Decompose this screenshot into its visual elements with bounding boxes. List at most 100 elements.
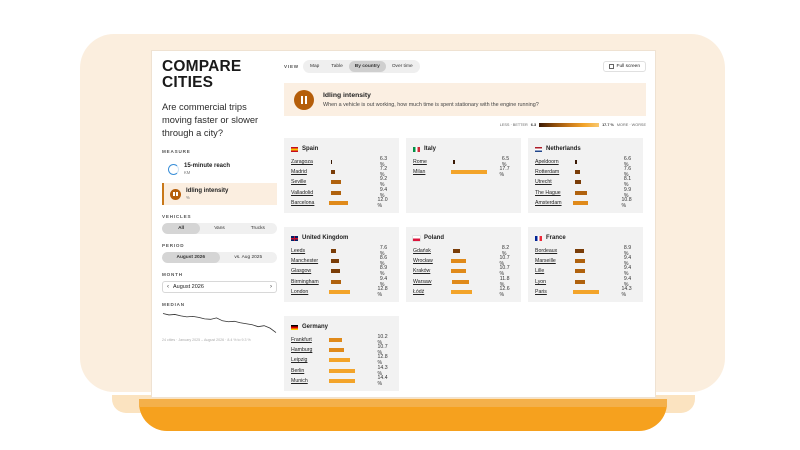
chevron-left-icon[interactable]: ‹ [167,284,169,290]
city-link[interactable]: Leipzig [291,357,308,364]
city-value: 11.8 % [499,275,510,288]
bar-track [452,249,502,254]
country-card-header: France [535,234,637,242]
country-card: France Bordeaux 8.9 % Marseille 9.4 % Lille 9.… [528,227,643,302]
bar-track [573,289,621,294]
vehicles-segmented-control: All Vans Trucks [162,223,277,234]
view-tabs: Map Table By country Over time [302,59,420,73]
tab-by-country[interactable]: By country [348,60,386,72]
bar-track [451,170,499,175]
city-link[interactable]: Paris [535,288,547,295]
city-link[interactable]: Milan [413,169,426,176]
period-option-current[interactable]: August 2026 [162,252,220,263]
city-row: Łódź 12.6 % [413,286,515,298]
country-card-header: Germany [291,323,393,331]
city-link[interactable]: Madrid [291,169,307,176]
pause-icon [170,188,181,200]
city-link[interactable]: Frankfurt [291,337,312,344]
city-value: 7.6 % [379,245,388,258]
city-link[interactable]: Barcelona [291,199,315,206]
city-link[interactable]: Lille [535,268,545,275]
pause-icon [294,89,314,110]
info-title: Idling intensity [323,91,371,99]
measure-option-15-minute-reach[interactable]: 15-minute reach KM [162,158,277,180]
city-value: 10.2 % [377,334,388,347]
bar-track [574,180,624,185]
city-row: Rotterdam 7.6 % [535,166,637,178]
month-select[interactable]: ‹ August 2026 › [162,281,277,293]
city-link[interactable]: Marseille [535,258,556,265]
city-row: Madrid 7.2 % [291,166,393,178]
tab-map[interactable]: Map [309,63,320,69]
measure-unit: KM [184,169,191,175]
city-link[interactable]: Apeldoorn [535,159,559,166]
city-link[interactable]: Amsterdam [535,199,562,206]
chevron-right-icon[interactable]: › [270,284,272,290]
city-row: Hamburg 10.7 % [291,344,393,356]
page-title: COMPARE CITIES [162,59,277,91]
city-link[interactable]: Glasgow [291,268,312,275]
city-link[interactable]: Warsaw [413,278,432,285]
measure-option-idling-intensity[interactable]: Idling intensity % [162,183,277,205]
legend-gradient [539,123,600,127]
city-link[interactable]: Utrecht [535,179,552,186]
vehicles-option-vans[interactable]: Vans [214,226,225,231]
city-link[interactable]: Bordeaux [535,248,558,255]
city-link[interactable]: Zaragoza [291,159,313,166]
measure-info-banner: Idling intensity When a vehicle is out w… [284,83,646,116]
city-link[interactable]: Manchester [291,258,319,265]
country-name: Netherlands [546,146,581,152]
vehicles-option-all[interactable]: All [162,223,201,234]
value-bar [574,259,586,264]
city-list: Apeldoorn 6.6 % Rotterdam 7.6 % Utrecht 8.1 %… [535,156,637,209]
color-legend: LESS · BETTER 6.3 17.7 % MORE · WORSE [284,122,646,128]
flag-icon [291,146,298,152]
city-value: 9.4 % [623,265,632,278]
value-bar [329,348,344,353]
value-bar [573,289,599,294]
city-link[interactable]: Berlin [291,367,305,374]
bar-track [574,170,624,175]
month-label: MONTH [162,272,183,277]
city-link[interactable]: Hamburg [291,347,313,354]
city-row: Bordeaux 8.9 % [535,245,637,258]
city-value: 9.4 % [623,255,632,268]
city-link[interactable]: Wrocław [413,258,433,265]
city-link[interactable]: London [291,288,309,295]
tab-over-time[interactable]: Over time [391,63,413,69]
flag-icon [291,324,298,330]
city-value: 8.9 % [623,245,632,258]
bar-track [451,259,499,264]
fullscreen-button[interactable]: Full screen [602,60,646,72]
vehicles-option-trucks[interactable]: Trucks [250,226,265,231]
city-link[interactable]: Seville [291,179,307,186]
value-bar [330,249,336,254]
value-bar [451,259,466,264]
city-link[interactable]: Munich [291,377,308,384]
city-link[interactable]: Lyon [535,278,547,285]
city-link[interactable]: The Hague [535,189,561,196]
city-link[interactable]: Leeds [291,248,306,255]
city-link[interactable]: Rome [413,159,427,166]
country-card: Italy Rome 6.5 % Milan 17.7 % [406,138,521,213]
value-bar [451,289,472,294]
city-link[interactable]: Valladolid [291,189,314,196]
city-row: Manchester 8.6 % [291,255,393,268]
bar-track [330,279,380,284]
period-option-compare[interactable]: vs. Aug 2025 [234,255,263,260]
city-value: 8.6 % [379,255,388,268]
city-link[interactable]: Birmingham [291,278,319,285]
city-link[interactable]: Łódź [413,288,425,295]
city-row: Wrocław 10.7 % [413,255,515,267]
title-line-1: COMPARE [162,58,242,75]
city-row: Barcelona 12.0 % [291,197,393,209]
fullscreen-label: Full screen [616,63,640,69]
value-bar [329,358,351,363]
tab-table[interactable]: Table [331,63,343,69]
view-label: VIEW [284,63,299,69]
value-bar [330,269,340,274]
city-link[interactable]: Kraków [413,268,431,275]
city-row: Warsaw 11.8 % [413,275,515,288]
city-link[interactable]: Gdańsk [413,248,431,255]
city-link[interactable]: Rotterdam [535,169,560,176]
